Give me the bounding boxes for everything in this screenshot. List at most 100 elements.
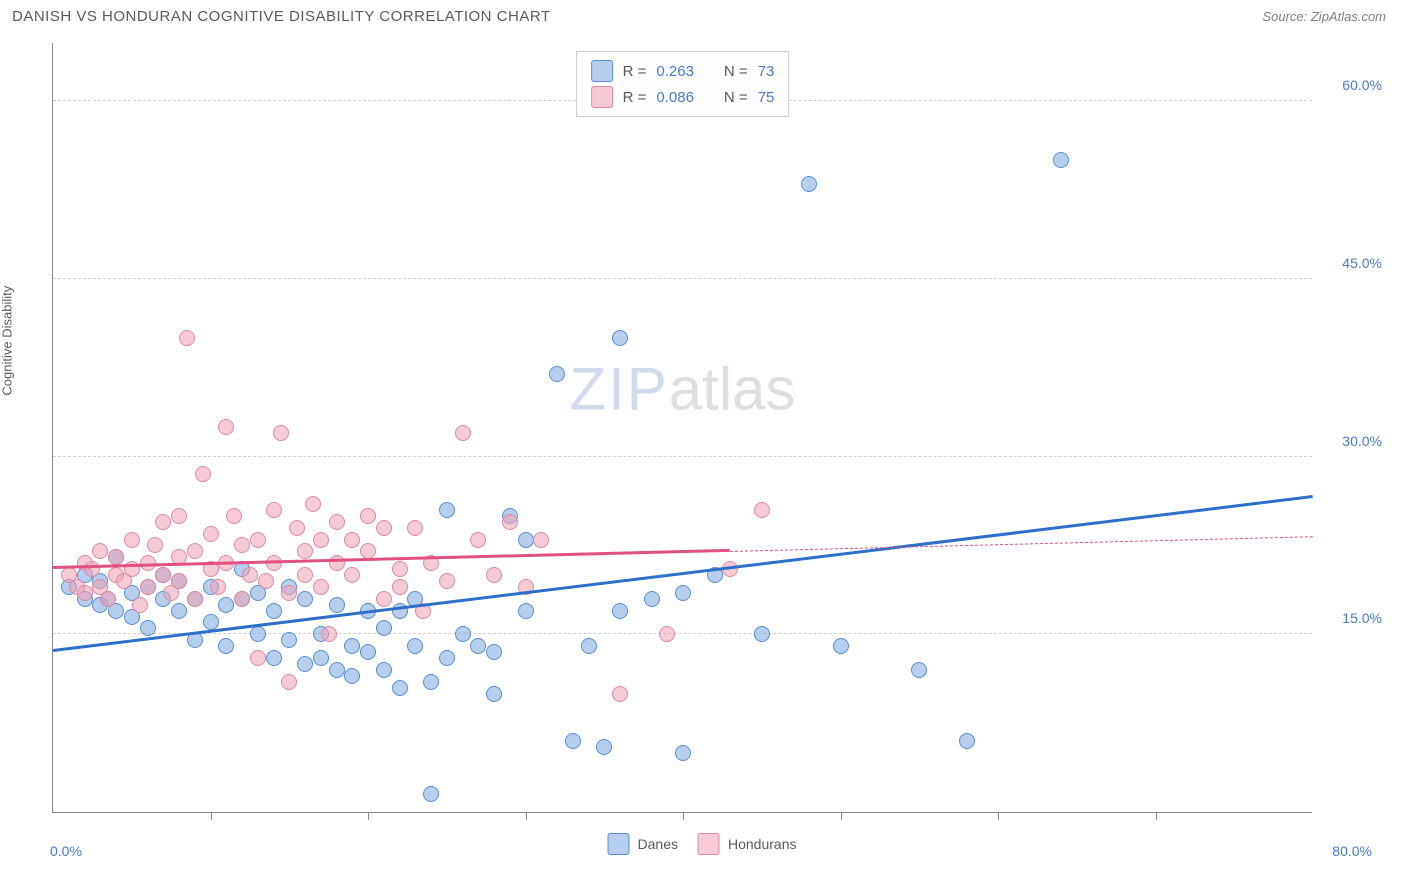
data-point [187,591,203,607]
x-tick [683,812,684,820]
data-point [423,786,439,802]
data-point [297,656,313,672]
data-point [344,638,360,654]
data-point [250,626,266,642]
data-point [234,537,250,553]
data-point [305,496,321,512]
data-point [344,668,360,684]
legend-series-label: Hondurans [728,836,797,852]
legend-swatch [698,833,720,855]
data-point [392,579,408,595]
data-point [266,650,282,666]
x-tick [211,812,212,820]
legend-n-label: N = [724,89,748,106]
legend-correlation-row: R =0.086N =75 [591,84,775,110]
data-point [486,644,502,660]
data-point [581,638,597,654]
data-point [258,573,274,589]
data-point [801,176,817,192]
data-point [376,620,392,636]
data-point [203,526,219,542]
y-tick-label: 45.0% [1342,255,1382,271]
legend-n-value: 73 [758,63,775,80]
trend-line-extrapolated [730,536,1313,552]
data-point [234,591,250,607]
data-point [533,532,549,548]
data-point [959,733,975,749]
data-point [612,686,628,702]
data-point [84,561,100,577]
legend-n-value: 75 [758,89,775,106]
data-point [754,626,770,642]
y-tick-label: 30.0% [1342,433,1382,449]
data-point [289,520,305,536]
data-point [273,425,289,441]
data-point [171,508,187,524]
legend-swatch [608,833,630,855]
legend-r-value: 0.086 [656,89,694,106]
legend-correlation: R =0.263N =73R =0.086N =75 [576,51,790,117]
data-point [218,638,234,654]
data-point [281,674,297,690]
data-point [502,514,518,530]
data-point [754,502,770,518]
data-point [171,573,187,589]
data-point [455,425,471,441]
data-point [376,662,392,678]
data-point [439,573,455,589]
data-point [297,543,313,559]
data-point [179,330,195,346]
data-point [407,638,423,654]
data-point [226,508,242,524]
data-point [100,591,116,607]
data-point [218,597,234,613]
data-point [392,680,408,696]
legend-series-label: Danes [638,836,678,852]
data-point [313,650,329,666]
data-point [147,537,163,553]
legend-series-item: Hondurans [698,833,797,855]
data-point [155,567,171,583]
chart-title: DANISH VS HONDURAN COGNITIVE DISABILITY … [12,8,551,25]
legend-swatch [591,86,613,108]
data-point [423,674,439,690]
data-point [297,591,313,607]
data-point [518,603,534,619]
legend-swatch [591,60,613,82]
data-point [281,632,297,648]
data-point [549,366,565,382]
chart-header: DANISH VS HONDURAN COGNITIVE DISABILITY … [0,0,1406,33]
x-axis-max-label: 80.0% [1332,843,1372,859]
data-point [321,626,337,642]
legend-r-value: 0.263 [656,63,694,80]
data-point [210,579,226,595]
data-point [659,626,675,642]
y-axis-label: Cognitive Disability [0,286,15,396]
x-tick [368,812,369,820]
data-point [360,644,376,660]
data-point [250,532,266,548]
data-point [439,502,455,518]
data-point [92,543,108,559]
data-point [329,662,345,678]
data-point [132,597,148,613]
data-point [266,502,282,518]
data-point [470,638,486,654]
data-point [675,585,691,601]
data-point [486,686,502,702]
data-point [242,567,258,583]
data-point [1053,152,1069,168]
data-point [155,514,171,530]
data-point [565,733,581,749]
data-point [455,626,471,642]
x-tick [998,812,999,820]
data-point [124,532,140,548]
data-point [108,549,124,565]
data-point [140,579,156,595]
legend-correlation-row: R =0.263N =73 [591,58,775,84]
gridline [53,633,1312,634]
data-point [644,591,660,607]
data-point [297,567,313,583]
data-point [376,591,392,607]
data-point [596,739,612,755]
